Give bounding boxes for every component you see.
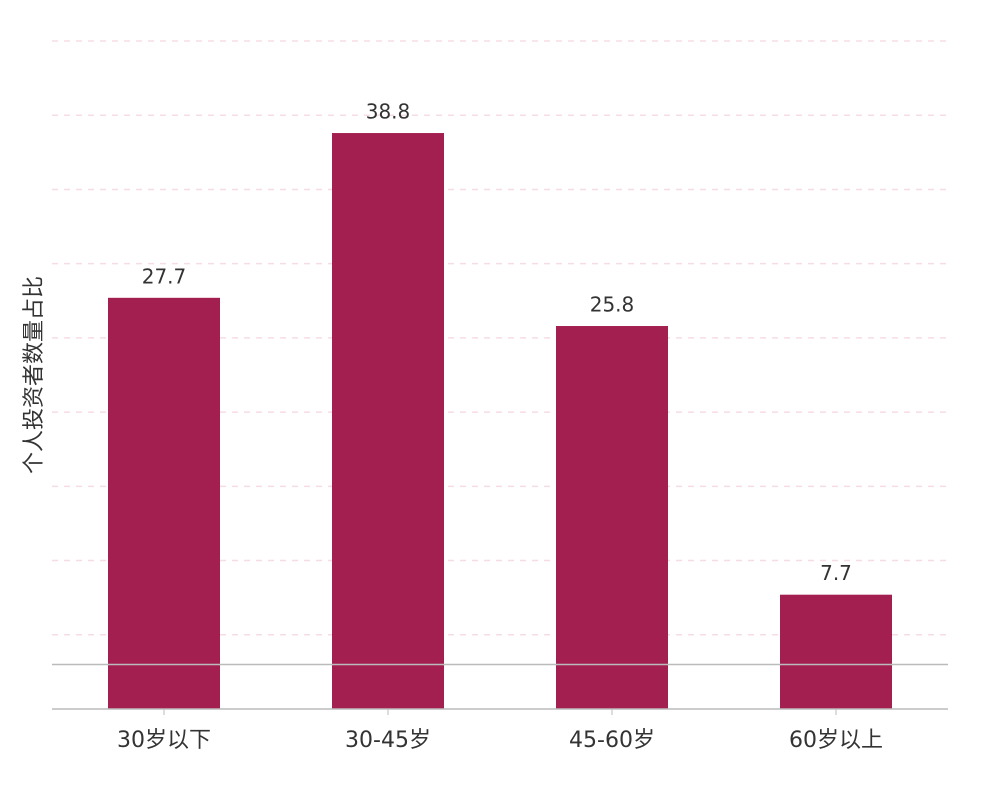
- x-tick-label: 30岁以下: [117, 728, 211, 753]
- x-tick-label: 60岁以上: [789, 728, 883, 753]
- value-label: 25.8: [590, 293, 635, 317]
- bar: [556, 326, 668, 709]
- bar: [108, 297, 220, 709]
- value-label: 27.7: [142, 264, 187, 288]
- value-label: 38.8: [366, 100, 411, 124]
- bar: [780, 594, 892, 709]
- x-tick-label: 45-60岁: [569, 728, 655, 753]
- y-axis-label: 个人投资者数量占比: [22, 276, 47, 474]
- x-tick-label: 30-45岁: [345, 728, 431, 753]
- value-label: 7.7: [820, 561, 852, 585]
- bar: [332, 133, 444, 710]
